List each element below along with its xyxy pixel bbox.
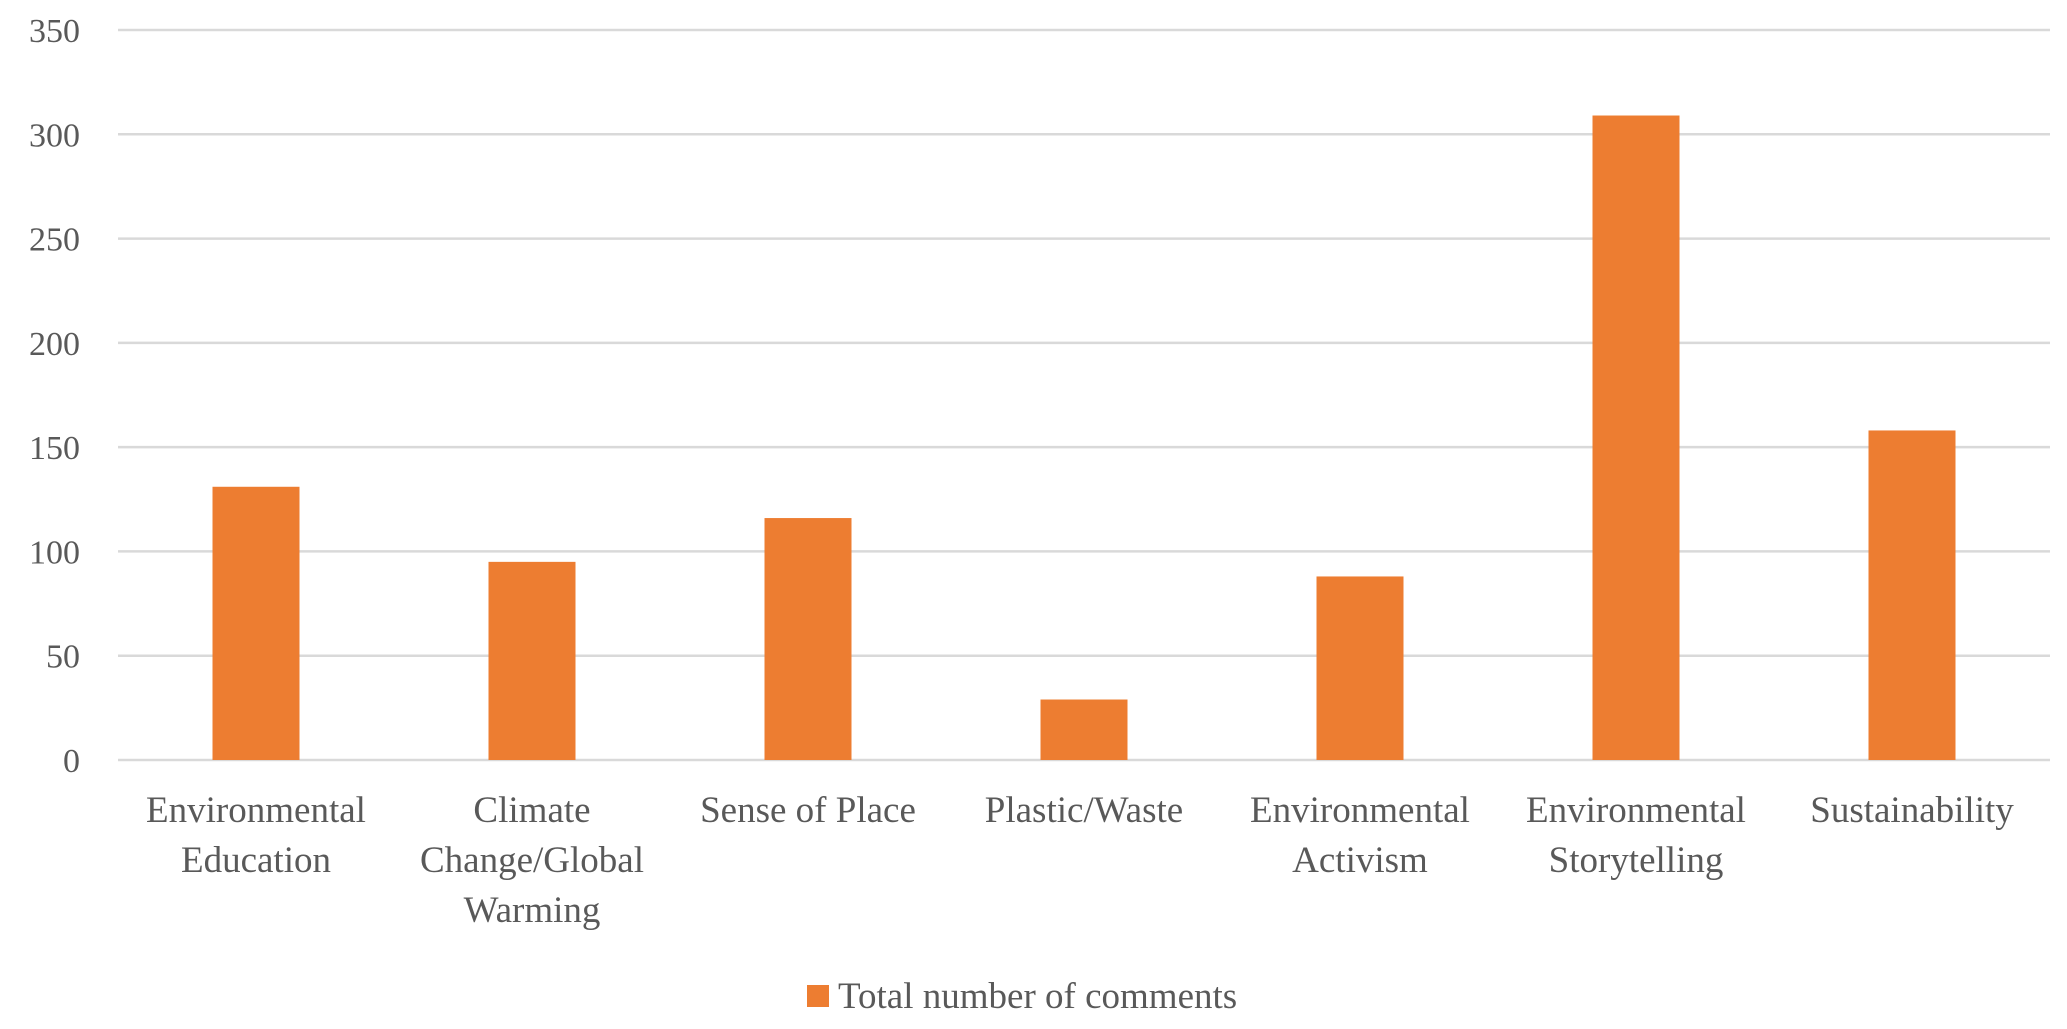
x-tick-label-line: Sense of Place — [700, 790, 916, 831]
bar — [1868, 430, 1956, 760]
x-tick-label-line: Activism — [1292, 840, 1428, 881]
x-tick-label-line: Plastic/Waste — [985, 790, 1183, 831]
x-tick-label-line: Change/Global — [420, 840, 644, 881]
legend-label: Total number of comments — [838, 976, 1237, 1017]
x-tick-label: Environmental Education — [146, 790, 366, 881]
gridlines — [118, 28, 2050, 762]
x-tick-label-line: Environmental — [1250, 790, 1470, 831]
y-tick-label: 250 — [29, 222, 80, 259]
bar — [1040, 699, 1128, 760]
y-tick-label: 100 — [29, 534, 80, 571]
x-tick-label-line: Education — [181, 840, 331, 881]
x-tick-label: Sustainability — [1810, 790, 2014, 831]
bars — [212, 115, 1956, 760]
x-tick-label: Environmental Storytelling — [1526, 790, 1746, 881]
y-tick-label: 300 — [29, 117, 80, 154]
y-tick-label: 350 — [29, 13, 80, 50]
y-tick-label: 200 — [29, 326, 80, 363]
bar — [488, 561, 576, 760]
x-tick-label: Environmental Activism — [1250, 790, 1470, 881]
y-tick-label: 0 — [63, 743, 80, 780]
y-axis-ticks: 0 50 100 150 200 250 300 350 — [29, 13, 80, 780]
x-axis-labels: Environmental Education Climate Change/Glob… — [146, 790, 2014, 931]
x-tick-label-line: Sustainability — [1810, 790, 2014, 831]
bar — [1316, 576, 1404, 760]
legend: Total number of comments — [807, 976, 1237, 1017]
x-tick-label-line: Climate — [473, 790, 590, 831]
x-tick-label-line: Warming — [464, 890, 601, 931]
bar — [212, 486, 300, 760]
x-tick-label-line: Environmental — [1526, 790, 1746, 831]
x-tick-label: Sense of Place — [700, 790, 916, 831]
x-tick-label-line: Environmental — [146, 790, 366, 831]
bar — [1592, 115, 1680, 760]
x-tick-label: Climate Change/Global Warming — [420, 790, 644, 931]
bar — [764, 518, 852, 760]
x-tick-label: Plastic/Waste — [985, 790, 1183, 831]
y-tick-label: 50 — [46, 639, 80, 676]
x-tick-label-line: Storytelling — [1549, 840, 1724, 881]
legend-swatch — [807, 985, 829, 1007]
y-tick-label: 150 — [29, 430, 80, 467]
